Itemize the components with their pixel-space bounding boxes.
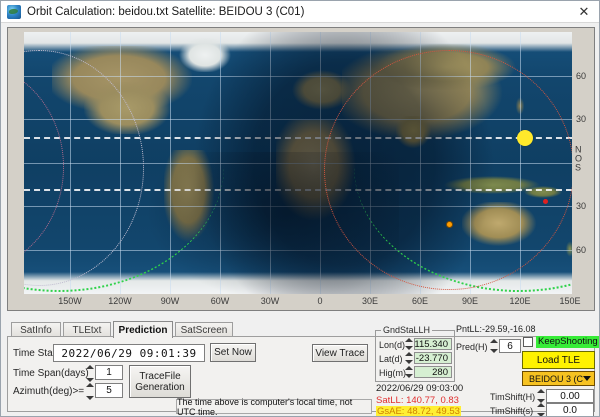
title-bar: Orbit Calculation: beidou.txt Satellite:… — [1, 1, 599, 23]
footprint-circle-red — [324, 50, 572, 290]
world-map-panel[interactable]: 150W 120W 90W 60W 30W 0 30E 60E 90E 120E… — [7, 27, 595, 311]
stepper-down-icon[interactable] — [537, 399, 545, 403]
stepper-down-icon[interactable] — [85, 396, 94, 400]
stepper-up-icon[interactable] — [405, 352, 413, 356]
land-greenland — [179, 38, 231, 72]
ground-station-marker[interactable] — [446, 221, 453, 228]
gs-ae-readout: GsAE: 48.72, 49.53 — [376, 406, 461, 417]
footer-note: The time above is computer's local time,… — [176, 397, 372, 416]
satellite-select[interactable]: BEIDOU 3 (C — [522, 371, 595, 386]
tracefile-generation-button[interactable]: TraceFile Generation — [129, 365, 191, 398]
x-tick-label: 60E — [411, 296, 429, 306]
tab-strip: SatInfo TLEtxt Prediction SatScreen — [7, 321, 595, 338]
stepper-down-icon[interactable] — [405, 374, 413, 378]
y-axis-title-s: S — [575, 162, 582, 173]
time-star-input[interactable]: 2022/06/29 09:01:39 — [53, 344, 205, 362]
pred-hours-label: Pred(H) — [456, 342, 488, 352]
tim-shift-hours-input[interactable]: 0.00 — [546, 389, 594, 403]
satellite-select-value: BEIDOU 3 (C — [529, 373, 583, 384]
tab-satscreen[interactable]: SatScreen — [175, 322, 233, 337]
stepper-up-icon[interactable] — [537, 403, 545, 407]
azimuth-input[interactable]: 5 — [95, 383, 123, 398]
x-tick-label: 0 — [317, 296, 323, 306]
pred-hours-input[interactable]: 6 — [499, 339, 521, 353]
keep-shooting-label[interactable]: KeepShooting — [536, 336, 599, 348]
map-canvas[interactable] — [24, 32, 572, 294]
x-tick-label: 30E — [361, 296, 379, 306]
azimuth-label: Azimuth(deg)>= — [13, 386, 85, 397]
lat-value[interactable]: -23.770 — [414, 352, 452, 364]
window-title: Orbit Calculation: beidou.txt Satellite:… — [27, 5, 305, 18]
globe-icon — [7, 4, 21, 19]
time-span-input[interactable]: 1 — [95, 365, 123, 380]
hig-label: Hig(m) — [379, 368, 406, 378]
time-span-stepper[interactable] — [85, 365, 94, 382]
close-icon[interactable]: ✕ — [578, 3, 590, 19]
x-tick-label: 150E — [559, 296, 581, 306]
stepper-up-icon[interactable] — [537, 389, 545, 393]
stepper-up-icon[interactable] — [85, 365, 94, 369]
x-tick-label: 150W — [58, 296, 82, 306]
set-now-button[interactable]: Set Now — [210, 343, 256, 362]
pnt-ll-readout: PntLL:-29.59,-16.08 — [456, 324, 536, 334]
tab-tletxt[interactable]: TLEtxt — [63, 322, 111, 337]
y-tick-label: 30 — [576, 201, 587, 211]
stepper-down-icon[interactable] — [537, 413, 545, 416]
lat-label: Lat(d) — [379, 354, 403, 364]
timestamp-readout: 2022/06/29 09:03:00 — [376, 383, 464, 394]
lon-label: Lon(d) — [379, 340, 406, 350]
pred-hours-stepper[interactable] — [490, 339, 498, 353]
x-tick-label: 120W — [108, 296, 132, 306]
y-axis-title-o: O — [575, 153, 583, 164]
stepper-up-icon[interactable] — [405, 366, 413, 370]
y-tick-label: 60 — [576, 71, 587, 81]
tim-shift-seconds-label: TimShift(s) — [490, 406, 534, 416]
stepper-up-icon[interactable] — [490, 339, 498, 343]
azimuth-stepper[interactable] — [85, 383, 94, 400]
tim-shift-seconds-stepper[interactable] — [537, 403, 545, 416]
tab-prediction[interactable]: Prediction — [113, 321, 173, 338]
x-tick-label: 90W — [160, 296, 180, 306]
x-tick-label: 120E — [509, 296, 531, 306]
y-tick-label: 60 — [576, 245, 587, 255]
lat-stepper[interactable] — [405, 352, 413, 364]
time-span-label: Time Span(days) — [13, 368, 89, 379]
load-tle-button[interactable]: Load TLE — [522, 351, 595, 369]
stepper-down-icon[interactable] — [405, 346, 413, 350]
tim-shift-hours-stepper[interactable] — [537, 389, 545, 403]
sat-ll-readout: SatLL: 140.77, 0.83 — [376, 395, 459, 406]
lon-stepper[interactable] — [405, 338, 413, 350]
stepper-down-icon[interactable] — [490, 349, 498, 353]
y-tick-label: 30 — [576, 114, 587, 124]
gnd-station-group-title: GndStaLLH — [381, 325, 433, 335]
satellite-marker[interactable] — [517, 130, 533, 146]
x-tick-label: 60W — [210, 296, 230, 306]
chevron-down-icon[interactable] — [583, 376, 591, 381]
y-axis-title-n: N — [575, 144, 582, 155]
tracefile-line-2: Generation — [135, 381, 185, 393]
x-tick-label: 90E — [461, 296, 479, 306]
tracefile-line-1: TraceFile — [139, 370, 181, 382]
stepper-down-icon[interactable] — [405, 360, 413, 364]
hig-stepper[interactable] — [405, 366, 413, 378]
time-star-label: Time Star — [13, 348, 56, 359]
tim-shift-seconds-input[interactable]: 0.0 — [546, 403, 594, 416]
keep-shooting-checkbox[interactable] — [523, 337, 533, 347]
y-axis-title: N O S — [575, 144, 583, 173]
lon-value[interactable]: 115.340 — [414, 338, 452, 350]
stepper-down-icon[interactable] — [85, 378, 94, 382]
stepper-up-icon[interactable] — [85, 383, 94, 387]
point-marker[interactable] — [543, 199, 548, 204]
tim-shift-hours-label: TimShift(H) — [490, 392, 536, 402]
view-trace-button[interactable]: View Trace — [312, 344, 368, 362]
tab-satinfo[interactable]: SatInfo — [11, 322, 61, 337]
x-tick-label: 30W — [260, 296, 280, 306]
hig-value[interactable]: 280 — [414, 366, 452, 378]
stepper-up-icon[interactable] — [405, 338, 413, 342]
